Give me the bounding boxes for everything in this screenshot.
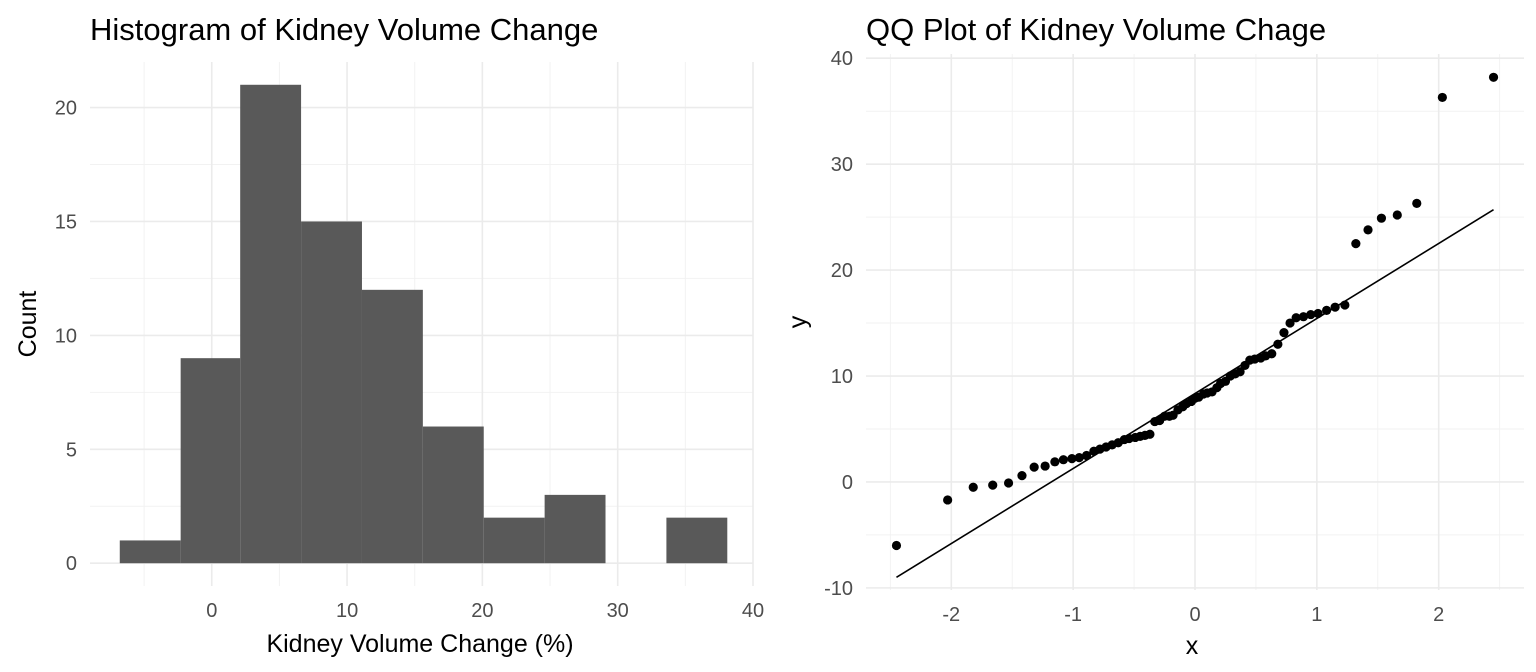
qq-point [1298,312,1309,322]
histogram-bar [240,84,302,564]
histogram-bar [119,540,181,564]
histogram-x-axis-title: Kidney Volume Change (%) [266,630,573,658]
histogram-bar [483,517,545,564]
histogram-y-tick-label: 0 [66,553,77,575]
histogram-bar [301,221,362,564]
qq-point [1330,302,1340,312]
histogram-x-tick-label: 30 [607,600,629,622]
histogram-bar [544,494,606,564]
histogram-bar [422,426,484,564]
qq-point [1267,349,1277,359]
histogram-panel: Histogram of Kidney Volume Change 0 10 20 3… [14,12,764,658]
qq-point [1074,452,1084,463]
qq-point [1279,327,1289,338]
histogram-bar [180,358,241,564]
qq-plot-x-tick-label: 0 [1189,604,1200,626]
qq-plot-grid [866,54,1524,590]
qq-plot-y-tick-labels: -10 0 10 20 30 40 [824,48,853,600]
qq-plot-y-tick-label: 20 [831,260,853,282]
qq-plot-y-tick-label: 40 [831,48,853,70]
qq-point [1437,92,1447,103]
qq-point [1145,429,1155,439]
qq-plot-panel: QQ Plot of Kidney Volume Chage -2 -1 0 1 2 -… [784,12,1524,660]
histogram-bars [119,84,728,564]
qq-reference-line [896,209,1494,578]
qq-point [968,482,978,492]
qq-point [1029,462,1039,472]
histogram-bar [666,517,728,564]
qq-point [1313,308,1323,319]
histogram-x-tick-label: 20 [471,600,493,622]
qq-plot-marks [891,72,1499,578]
qq-point [1306,309,1316,320]
qq-point [1340,300,1350,310]
histogram-y-tick-label: 10 [55,325,77,347]
qq-point [1017,470,1027,481]
qq-plot-y-axis-title: y [784,315,812,328]
qq-plot-x-tick-labels: -2 -1 0 1 2 [942,604,1444,626]
histogram-x-tick-labels: 0 10 20 30 40 [206,600,764,622]
histogram-x-tick-label: 40 [742,600,764,622]
qq-point [1067,454,1077,464]
qq-point [1363,225,1373,235]
qq-point [1081,450,1092,461]
qq-point [1291,313,1301,323]
qq-point [988,480,998,490]
qq-point [1273,339,1283,349]
histogram-x-tick-label: 0 [206,600,217,622]
histogram-y-axis-title: Count [14,291,42,358]
qq-point [1322,305,1332,315]
qq-plot-x-axis-title: x [1186,632,1199,660]
qq-plot-y-tick-label: 30 [831,154,853,176]
qq-point [1050,457,1060,467]
qq-point [1058,455,1068,465]
histogram-y-tick-label: 15 [55,211,77,233]
qq-plot-y-tick-label: -10 [824,578,853,600]
histogram-y-tick-label: 5 [66,439,77,461]
histogram-y-tick-labels: 0 5 10 15 20 [55,98,77,576]
qq-point [1376,213,1387,223]
histogram-bar [361,289,423,564]
qq-point [1412,198,1422,208]
qq-point [943,495,953,505]
qq-point [1392,210,1402,220]
qq-point [1003,478,1014,488]
qq-point [1040,461,1050,471]
qq-point [1235,367,1245,377]
qq-plot-x-tick-label: 2 [1433,604,1444,626]
qq-plot-x-tick-label: 1 [1311,604,1322,626]
histogram-title: Histogram of Kidney Volume Change [90,12,598,47]
histogram-x-tick-label: 10 [336,600,358,622]
qq-plot-y-tick-label: 0 [842,472,853,494]
qq-plot-title: QQ Plot of Kidney Volume Chage [866,12,1326,47]
qq-plot-y-tick-label: 10 [831,366,853,388]
qq-point [1351,239,1361,249]
qq-plot-x-tick-label: -1 [1064,604,1082,626]
histogram-y-tick-label: 20 [55,98,77,120]
qq-point [1285,318,1295,328]
qq-plot-x-tick-label: -2 [942,604,960,626]
qq-point [891,540,902,551]
qq-point [1488,72,1499,82]
